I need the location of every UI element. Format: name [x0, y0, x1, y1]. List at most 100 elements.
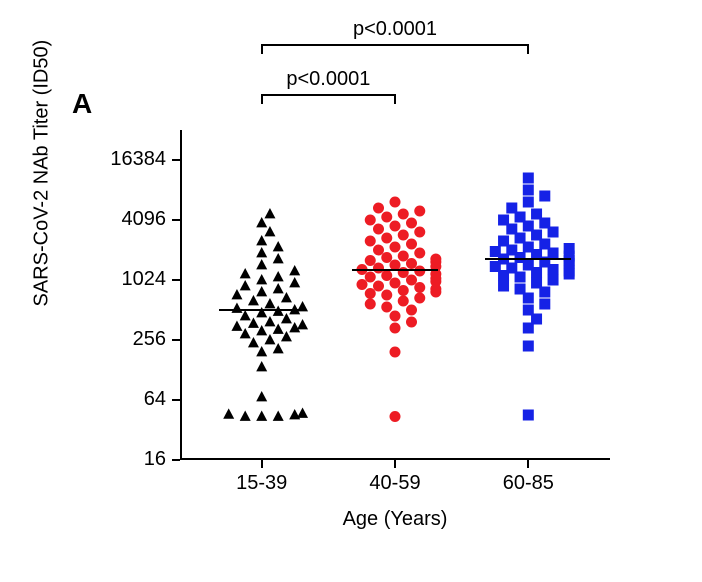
- data-point: [256, 286, 267, 296]
- data-point: [523, 197, 534, 208]
- data-point: [539, 191, 550, 202]
- x-tick-mark: [261, 460, 263, 468]
- data-point: [289, 265, 300, 275]
- data-point: [390, 278, 401, 289]
- data-point: [231, 289, 242, 299]
- data-point: [256, 247, 267, 257]
- data-point: [515, 284, 526, 295]
- data-point: [398, 296, 409, 307]
- data-point: [390, 197, 401, 208]
- comparison-bracket: [262, 44, 529, 46]
- p-value-label: p<0.0001: [258, 68, 398, 91]
- data-point: [398, 285, 409, 296]
- data-point: [248, 337, 259, 347]
- data-point: [390, 311, 401, 322]
- comparison-bracket-drop: [261, 44, 263, 54]
- data-point: [381, 252, 392, 263]
- data-point: [365, 272, 376, 283]
- data-point: [256, 361, 267, 371]
- data-point: [273, 410, 284, 420]
- data-point: [297, 319, 308, 329]
- data-point: [398, 251, 409, 262]
- data-point: [414, 282, 425, 293]
- data-point: [523, 341, 534, 352]
- data-point: [539, 299, 550, 310]
- data-point: [548, 275, 559, 286]
- data-point: [273, 283, 284, 293]
- data-point: [256, 391, 267, 401]
- data-point: [240, 280, 251, 290]
- data-point: [506, 203, 517, 214]
- data-point: [273, 271, 284, 281]
- data-point: [256, 274, 267, 284]
- data-point: [381, 233, 392, 244]
- data-point: [256, 410, 267, 420]
- data-point: [498, 281, 509, 292]
- y-tick-mark: [172, 279, 180, 281]
- x-tick-mark: [527, 460, 529, 468]
- x-tick-mark: [394, 460, 396, 468]
- y-tick-mark: [172, 219, 180, 221]
- data-point: [365, 215, 376, 226]
- y-tick-mark: [172, 399, 180, 401]
- median-line: [219, 309, 305, 311]
- data-point: [365, 255, 376, 266]
- x-tick-label: 40-59: [345, 472, 445, 495]
- data-point: [498, 236, 509, 247]
- data-point: [256, 217, 267, 227]
- data-point: [398, 209, 409, 220]
- data-point: [273, 241, 284, 251]
- data-point: [523, 185, 534, 196]
- y-tick-label: 16: [102, 448, 166, 471]
- data-point: [256, 346, 267, 356]
- data-point: [264, 334, 275, 344]
- comparison-bracket-drop: [394, 94, 396, 104]
- data-point: [264, 208, 275, 218]
- data-point: [406, 305, 417, 316]
- data-point: [381, 270, 392, 281]
- data-point: [373, 224, 384, 235]
- data-point: [406, 275, 417, 286]
- data-point: [406, 218, 417, 229]
- data-point: [231, 320, 242, 330]
- data-point: [357, 279, 368, 290]
- data-point: [406, 258, 417, 269]
- data-point: [390, 242, 401, 253]
- data-point: [430, 254, 441, 265]
- y-tick-label: 64: [102, 388, 166, 411]
- data-point: [256, 259, 267, 269]
- figure: A SARS-CoV-2 NAb Titer (ID50) Age (Years…: [0, 0, 702, 582]
- y-tick-label: 1024: [102, 268, 166, 291]
- data-point: [414, 206, 425, 217]
- data-point: [281, 292, 292, 302]
- data-point: [373, 245, 384, 256]
- data-point: [398, 230, 409, 241]
- data-point: [365, 288, 376, 299]
- y-tick-mark: [172, 159, 180, 161]
- data-point: [365, 236, 376, 247]
- data-point: [273, 253, 284, 263]
- data-point: [248, 295, 259, 305]
- data-point: [406, 317, 417, 328]
- data-point: [264, 316, 275, 326]
- data-point: [498, 215, 509, 226]
- data-point: [414, 266, 425, 277]
- data-point: [406, 239, 417, 250]
- data-point: [256, 235, 267, 245]
- data-point: [289, 277, 300, 287]
- data-point: [390, 347, 401, 358]
- data-point: [523, 305, 534, 316]
- y-tick-label: 4096: [102, 208, 166, 231]
- data-point: [264, 298, 275, 308]
- data-point: [223, 408, 234, 418]
- data-point: [490, 246, 501, 257]
- data-point: [414, 293, 425, 304]
- data-point: [273, 343, 284, 353]
- data-point: [381, 212, 392, 223]
- comparison-bracket: [262, 94, 395, 96]
- data-point: [564, 243, 575, 254]
- data-point: [523, 173, 534, 184]
- data-point: [414, 227, 425, 238]
- data-point: [414, 248, 425, 259]
- x-tick-label: 60-85: [478, 472, 578, 495]
